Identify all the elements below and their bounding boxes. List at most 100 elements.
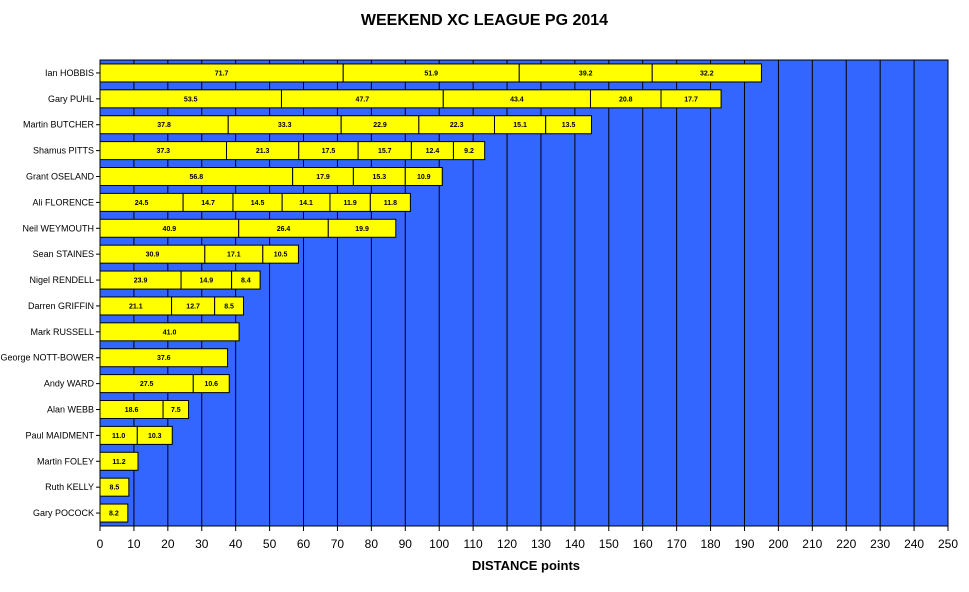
bar-data-label: 8.5: [224, 303, 234, 310]
bar-data-label: 10.5: [274, 252, 288, 259]
bar-data-label: 19.9: [355, 226, 369, 233]
bar-segment: [545, 115, 593, 135]
x-tick-label: 200: [768, 537, 788, 551]
x-tick-label: 150: [599, 537, 619, 551]
bar-segment: [192, 374, 230, 394]
x-tick-label: 60: [297, 537, 311, 551]
bar-data-label: 10.9: [417, 174, 431, 181]
bar-data-label: 10.3: [148, 433, 162, 440]
bar-data-label: 30.9: [146, 252, 160, 259]
x-tick-label: 100: [429, 537, 449, 551]
x-tick-label: 30: [195, 537, 209, 551]
bar-segment: [231, 270, 261, 290]
x-tick-label: 190: [734, 537, 754, 551]
x-tick-label: 50: [263, 537, 277, 551]
bar-data-label: 43.4: [510, 96, 524, 103]
bar-segment: [404, 167, 443, 186]
bar-data-label: 51.9: [424, 70, 438, 77]
y-category-label: Darren GRIFFIN: [28, 301, 94, 311]
bar-data-label: 11.0: [112, 433, 125, 440]
bar-data-label: 11.9: [344, 200, 357, 207]
x-tick-label: 120: [497, 537, 517, 551]
bar-segment: [660, 89, 722, 109]
y-category-label: Alan WEBB: [47, 405, 94, 415]
bar-data-label: 17.5: [322, 148, 336, 155]
bar-data-label: 53.5: [184, 96, 198, 103]
bar-data-label: 17.9: [316, 174, 330, 181]
bar-data-label: 21.3: [256, 148, 270, 155]
bar-data-label: 22.3: [450, 122, 464, 129]
bar-segment: [651, 63, 762, 83]
bar-segment: [327, 218, 397, 238]
x-tick-label: 70: [331, 537, 345, 551]
bar-data-label: 8.5: [110, 485, 120, 492]
y-category-label: Andy WARD: [44, 379, 95, 389]
bar-data-label: 12.4: [426, 148, 440, 155]
x-tick-label: 250: [938, 537, 958, 551]
bar-data-label: 24.5: [135, 200, 149, 207]
bar-data-label: 71.7: [215, 70, 229, 77]
bar-data-label: 17.1: [227, 252, 241, 259]
bar-data-label: 56.8: [190, 174, 204, 181]
y-category-label: Gary PUHL: [48, 94, 94, 104]
bar-data-label: 14.7: [201, 200, 215, 207]
bar-data-label: 33.3: [278, 122, 292, 129]
bar-data-label: 14.5: [251, 200, 265, 207]
x-tick-label: 230: [870, 537, 890, 551]
plot-area: [99, 59, 949, 527]
y-category-label: Ali FLORENCE: [32, 197, 94, 207]
bar-segment: [162, 400, 190, 419]
x-tick-label: 0: [97, 537, 104, 551]
y-category-label: Neil WEYMOUTH: [23, 223, 95, 233]
bar-data-label: 14.1: [299, 200, 313, 207]
bar-segment: [136, 425, 173, 445]
bar-data-label: 10.6: [204, 381, 218, 388]
y-category-label: Sean STAINES: [33, 249, 94, 259]
y-category-label: Shamus PITTS: [33, 146, 94, 156]
bars: 71.7 51.9 39.2 32.2 53.5 47.7 43.4 20.8 17.7 37.8…: [99, 63, 762, 523]
x-tick-label: 110: [464, 537, 483, 551]
bar-data-label: 14.9: [200, 278, 214, 285]
x-tick-label: 130: [531, 537, 551, 551]
bar-segment: [369, 192, 411, 212]
x-tick-label: 90: [399, 537, 413, 551]
y-category-label: Gary POCOCK: [33, 508, 94, 518]
y-category-label: Ian HOBBIS: [45, 68, 94, 78]
x-tick-label: 210: [802, 537, 822, 551]
x-axis-title: DISTANCE points: [471, 558, 581, 573]
gridlines: [133, 60, 915, 526]
x-tick-label: 240: [904, 537, 924, 551]
bar-data-label: 21.1: [129, 303, 143, 310]
x-axis-ticks: 0 10 20 30 40 50 60 70 80 90 100 110 120 130 140 150 160…: [97, 526, 958, 551]
x-tick-label: 20: [161, 537, 175, 551]
y-axis-labels: Ian HOBBIS Gary PUHL Martin BUTCHER Shamus …: [0, 68, 100, 518]
bar-data-label: 9.2: [464, 148, 474, 155]
bar-data-label: 11.8: [384, 200, 397, 207]
y-category-label: Nigel RENDELL: [29, 275, 94, 285]
bar-data-label: 23.9: [134, 278, 148, 285]
x-tick-label: 180: [701, 537, 721, 551]
bar-data-label: 39.2: [579, 70, 593, 77]
bar-segment: [214, 296, 244, 316]
bar-data-label: 12.7: [186, 303, 200, 310]
bar-data-label: 20.8: [619, 96, 633, 103]
y-category-label: Paul MAIDMENT: [25, 430, 94, 440]
bar-segment: [262, 244, 299, 264]
x-tick-label: 160: [633, 537, 653, 551]
y-category-label: Grant OSELAND: [26, 172, 95, 182]
bar-data-label: 18.6: [125, 407, 139, 414]
x-tick-label: 140: [565, 537, 585, 551]
bar-data-label: 37.3: [156, 148, 170, 155]
x-tick-label: 170: [667, 537, 687, 551]
x-tick-label: 10: [127, 537, 141, 551]
bar-data-label: 37.8: [157, 122, 171, 129]
bar-data-label: 26.4: [277, 226, 291, 233]
bar-data-label: 40.9: [163, 226, 177, 233]
bar-data-label: 41.0: [163, 329, 177, 336]
bar-data-label: 27.5: [140, 381, 154, 388]
x-tick-label: 80: [365, 537, 379, 551]
y-category-label: Martin BUTCHER: [23, 120, 95, 130]
bar-data-label: 8.2: [109, 511, 119, 518]
bar-data-label: 8.4: [241, 278, 251, 285]
